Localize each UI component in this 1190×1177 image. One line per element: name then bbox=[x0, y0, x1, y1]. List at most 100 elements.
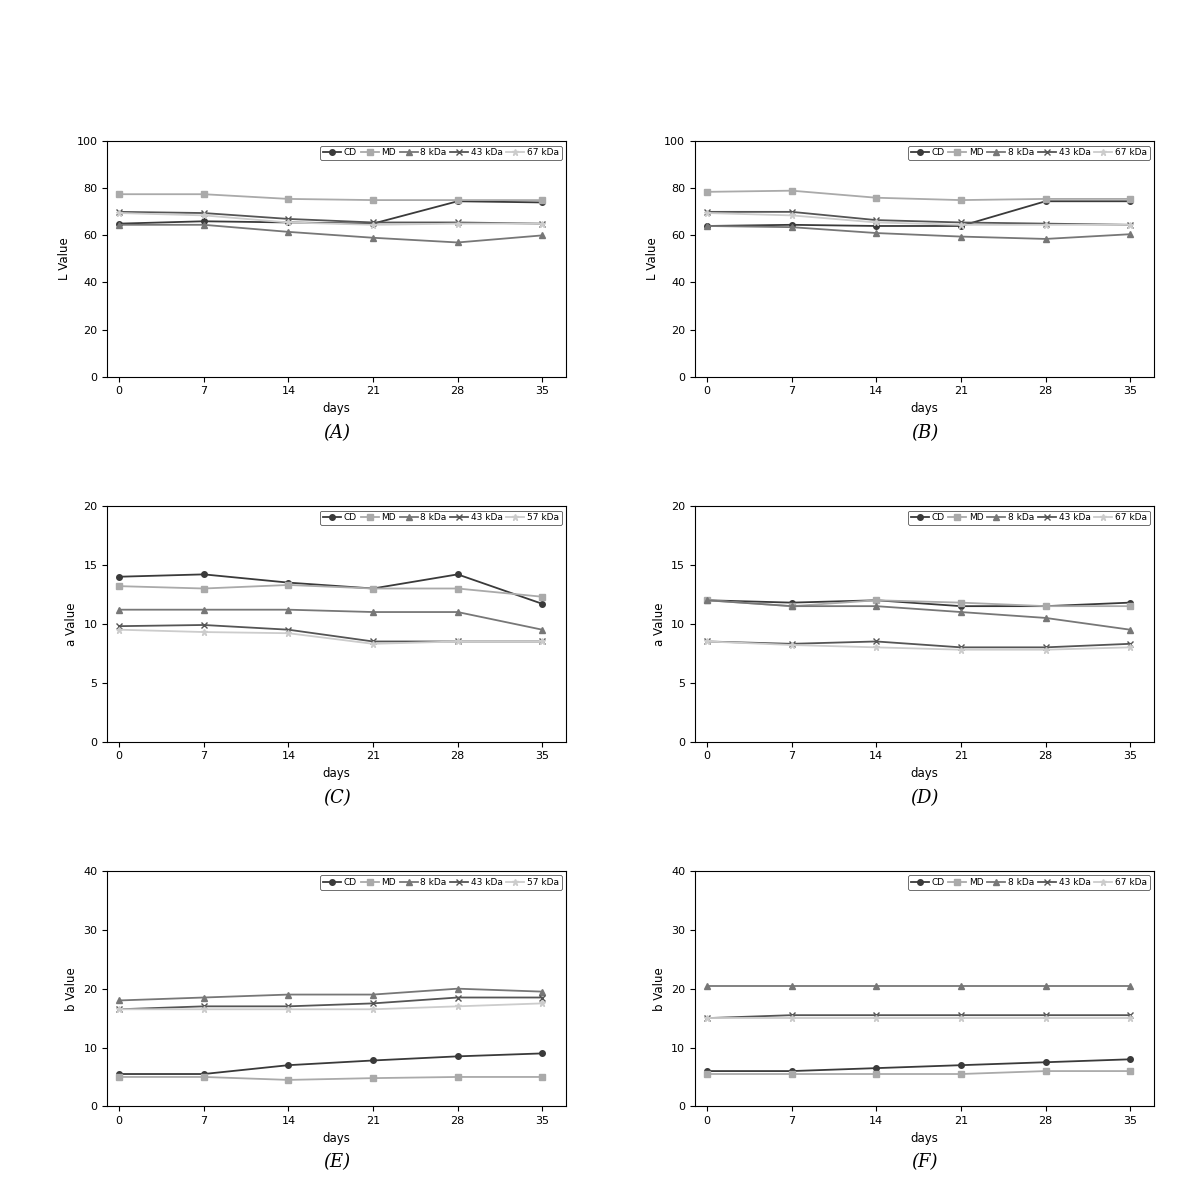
MD bbox=[112, 187, 126, 201]
CD bbox=[365, 581, 380, 596]
8 kDa bbox=[112, 218, 126, 232]
43 kDa bbox=[112, 619, 126, 633]
MD bbox=[536, 193, 550, 207]
Line: 43 kDa: 43 kDa bbox=[703, 1012, 1134, 1022]
Line: MD: MD bbox=[704, 1069, 1133, 1077]
43 kDa bbox=[784, 205, 798, 219]
57 kDa bbox=[281, 1003, 295, 1017]
MD bbox=[700, 1068, 714, 1082]
MD bbox=[196, 1070, 211, 1084]
Text: (E): (E) bbox=[324, 1153, 350, 1171]
X-axis label: days: days bbox=[910, 1131, 939, 1145]
8 kDa bbox=[196, 603, 211, 617]
CD bbox=[536, 1046, 550, 1060]
67 kDa bbox=[365, 218, 380, 232]
67 kDa bbox=[700, 206, 714, 220]
Line: 8 kDa: 8 kDa bbox=[117, 986, 545, 1003]
8 kDa bbox=[451, 235, 465, 250]
67 kDa bbox=[700, 1011, 714, 1025]
MD bbox=[281, 192, 295, 206]
67 kDa bbox=[1123, 1011, 1138, 1025]
CD bbox=[953, 219, 967, 233]
67 kDa bbox=[953, 218, 967, 232]
43 kDa bbox=[1039, 217, 1053, 231]
8 kDa bbox=[536, 228, 550, 242]
MD bbox=[365, 193, 380, 207]
8 kDa bbox=[281, 988, 295, 1002]
MD bbox=[196, 187, 211, 201]
8 kDa bbox=[784, 599, 798, 613]
CD bbox=[281, 576, 295, 590]
Line: 67 kDa: 67 kDa bbox=[703, 638, 1134, 653]
8 kDa bbox=[869, 226, 883, 240]
8 kDa bbox=[1039, 611, 1053, 625]
67 kDa bbox=[784, 638, 798, 652]
CD bbox=[1039, 599, 1053, 613]
MD bbox=[281, 578, 295, 592]
Legend: CD, MD, 8 kDa, 43 kDa, 67 kDa: CD, MD, 8 kDa, 43 kDa, 67 kDa bbox=[908, 511, 1150, 525]
57 kDa bbox=[112, 1003, 126, 1017]
CD bbox=[784, 596, 798, 610]
67 kDa bbox=[536, 217, 550, 231]
Line: MD: MD bbox=[117, 192, 545, 202]
43 kDa bbox=[1039, 1009, 1053, 1023]
8 kDa bbox=[1123, 623, 1138, 637]
Line: 8 kDa: 8 kDa bbox=[704, 224, 1133, 241]
8 kDa bbox=[1039, 232, 1053, 246]
MD bbox=[536, 590, 550, 604]
CD bbox=[869, 593, 883, 607]
67 kDa bbox=[953, 643, 967, 657]
CD bbox=[196, 214, 211, 228]
8 kDa bbox=[953, 605, 967, 619]
Line: 67 kDa: 67 kDa bbox=[115, 210, 546, 228]
CD bbox=[784, 218, 798, 232]
CD bbox=[1123, 1052, 1138, 1066]
Legend: CD, MD, 8 kDa, 43 kDa, 67 kDa: CD, MD, 8 kDa, 43 kDa, 67 kDa bbox=[908, 876, 1150, 890]
67 kDa bbox=[112, 206, 126, 220]
CD bbox=[1123, 194, 1138, 208]
8 kDa bbox=[451, 982, 465, 996]
Text: (B): (B) bbox=[912, 424, 938, 441]
Line: MD: MD bbox=[117, 583, 545, 599]
43 kDa bbox=[365, 215, 380, 230]
43 kDa bbox=[281, 999, 295, 1013]
43 kDa bbox=[536, 991, 550, 1005]
43 kDa bbox=[1123, 1009, 1138, 1023]
Line: CD: CD bbox=[117, 1051, 545, 1077]
MD bbox=[1123, 1064, 1138, 1078]
MD bbox=[281, 1073, 295, 1088]
8 kDa bbox=[1039, 979, 1053, 993]
43 kDa bbox=[700, 1011, 714, 1025]
43 kDa bbox=[365, 997, 380, 1011]
43 kDa bbox=[1123, 637, 1138, 651]
67 kDa bbox=[869, 215, 883, 230]
Line: MD: MD bbox=[704, 598, 1133, 609]
8 kDa bbox=[536, 985, 550, 999]
8 kDa bbox=[196, 218, 211, 232]
8 kDa bbox=[112, 993, 126, 1008]
CD bbox=[112, 217, 126, 231]
8 kDa bbox=[281, 603, 295, 617]
57 kDa bbox=[112, 623, 126, 637]
Line: 57 kDa: 57 kDa bbox=[115, 626, 546, 647]
Y-axis label: a Value: a Value bbox=[64, 603, 77, 645]
57 kDa bbox=[196, 625, 211, 639]
43 kDa bbox=[281, 212, 295, 226]
MD bbox=[451, 1070, 465, 1084]
Line: CD: CD bbox=[117, 572, 545, 606]
8 kDa bbox=[112, 603, 126, 617]
CD bbox=[700, 219, 714, 233]
67 kDa bbox=[196, 208, 211, 222]
8 kDa bbox=[700, 979, 714, 993]
43 kDa bbox=[1039, 640, 1053, 654]
67 kDa bbox=[953, 1011, 967, 1025]
Line: 43 kDa: 43 kDa bbox=[115, 621, 546, 645]
57 kDa bbox=[451, 999, 465, 1013]
8 kDa bbox=[953, 230, 967, 244]
X-axis label: days: days bbox=[910, 401, 939, 415]
Line: 8 kDa: 8 kDa bbox=[117, 222, 545, 245]
MD bbox=[112, 579, 126, 593]
8 kDa bbox=[451, 605, 465, 619]
Line: CD: CD bbox=[704, 199, 1133, 228]
Legend: CD, MD, 8 kDa, 43 kDa, 57 kDa: CD, MD, 8 kDa, 43 kDa, 57 kDa bbox=[320, 511, 562, 525]
